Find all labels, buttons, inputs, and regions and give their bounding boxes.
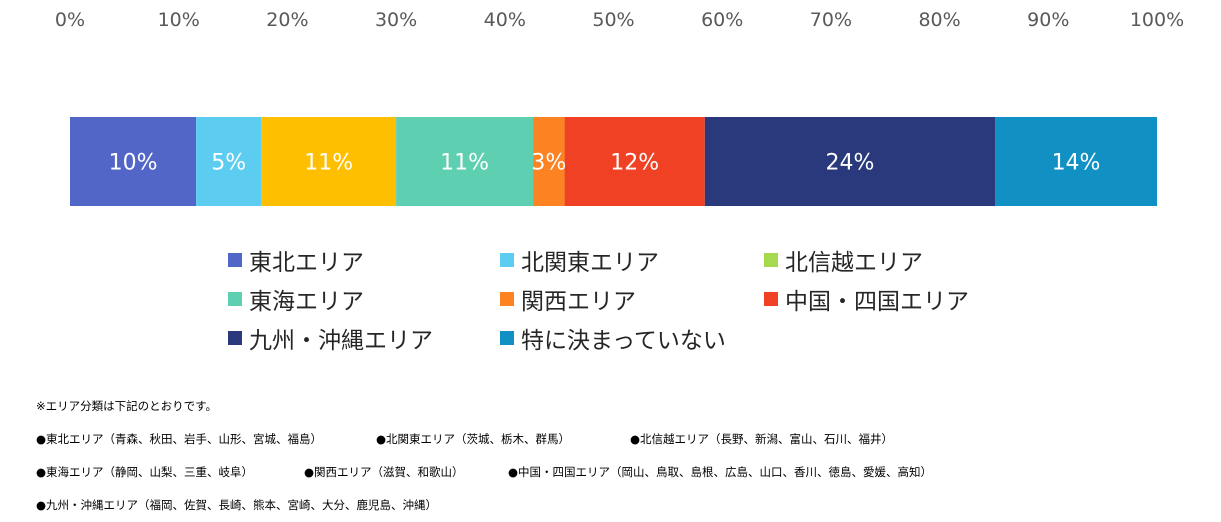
- legend-item: 北関東エリア: [500, 243, 659, 277]
- bar-segment: [564, 117, 705, 206]
- legend-item: 中国・四国エリア: [764, 282, 969, 316]
- legend-label: 北信越エリア: [785, 250, 923, 276]
- segment-value-label: 11%: [304, 151, 353, 176]
- x-tick-label: 40%: [484, 9, 526, 31]
- segment-value-label: 11%: [440, 151, 489, 176]
- legend-item: 東海エリア: [228, 282, 364, 316]
- legend-item: 九州・沖縄エリア: [228, 321, 433, 355]
- bar-segment: [533, 117, 565, 206]
- bar-segment: [196, 117, 262, 206]
- bar-segment: [995, 117, 1157, 206]
- note-hokushinetsu: ●北信越エリア（長野、新潟、富山、石川、福井）: [630, 432, 894, 446]
- x-tick-label: 60%: [701, 9, 743, 31]
- legend-label: 北関東エリア: [521, 250, 659, 276]
- bar-segments: [70, 117, 1157, 206]
- legend-label: 特に決まっていない: [521, 328, 726, 354]
- x-tick-label: 100%: [1130, 9, 1184, 31]
- legend-swatch: [228, 253, 242, 267]
- note-kitakanto: ●北関東エリア（茨城、栃木、群馬）: [376, 432, 571, 446]
- note-tohoku: ●東北エリア（青森、秋田、岩手、山形、宮城、福島）: [36, 432, 323, 446]
- segment-value-label: 12%: [610, 151, 659, 176]
- bar-segment: [396, 117, 534, 206]
- segment-value-label: 3%: [531, 151, 566, 176]
- legend-label: 関西エリア: [521, 289, 636, 315]
- legend-swatch: [500, 292, 514, 306]
- x-tick-label: 10%: [158, 9, 200, 31]
- segment-labels: 10% 5% 11% 11% 3% 12% 24% 14%: [109, 151, 1101, 176]
- segment-value-label: 10%: [109, 151, 158, 176]
- legend-label: 東海エリア: [249, 289, 364, 315]
- segment-value-label: 5%: [211, 151, 246, 176]
- legend-swatch: [500, 253, 514, 267]
- bar-segment: [704, 117, 996, 206]
- x-axis-ticks: 0% 10% 20% 30% 40% 50% 60% 70% 80% 90% 100%: [55, 9, 1184, 31]
- legend-label: 九州・沖縄エリア: [249, 328, 433, 354]
- legend-swatch: [764, 292, 778, 306]
- legend-item: 北信越エリア: [764, 243, 923, 277]
- x-tick-label: 0%: [55, 9, 85, 31]
- x-tick-label: 90%: [1027, 9, 1069, 31]
- legend-item: 東北エリア: [228, 243, 364, 277]
- bar-segment: [70, 117, 197, 206]
- segment-value-label: 14%: [1052, 151, 1101, 176]
- legend-swatch: [228, 292, 242, 306]
- legend-swatch: [228, 331, 242, 345]
- legend-item: 関西エリア: [500, 282, 636, 316]
- note-kansai: ●関西エリア（滋賀、和歌山）: [304, 465, 464, 479]
- legend-label: 東北エリア: [249, 250, 364, 276]
- note-kyushu-okinawa: ●九州・沖縄エリア（福岡、佐賀、長崎、熊本、宮崎、大分、鹿児島、沖縄）: [36, 498, 438, 512]
- x-tick-label: 20%: [266, 9, 308, 31]
- note-tokai: ●東海エリア（静岡、山梨、三重、岐阜）: [36, 465, 254, 479]
- segment-value-label: 24%: [825, 151, 874, 176]
- bar-segment: [261, 117, 397, 206]
- legend-item: 特に決まっていない: [500, 321, 726, 355]
- note-chugoku-shikoku: ●中国・四国エリア（岡山、鳥取、島根、広島、山口、香川、徳島、愛媛、高知）: [508, 465, 933, 479]
- legend-swatch: [500, 331, 514, 345]
- x-tick-label: 30%: [375, 9, 417, 31]
- x-tick-label: 80%: [918, 9, 960, 31]
- legend-swatch: [764, 253, 778, 267]
- stacked-bar-chart: 0% 10% 20% 30% 40% 50% 60% 70% 80% 90% 100% 10% 5% 1…: [55, 9, 1184, 206]
- notes-title: ※エリア分類は下記のとおりです。: [36, 399, 217, 413]
- legend-label: 中国・四国エリア: [785, 289, 969, 315]
- x-tick-label: 50%: [592, 9, 634, 31]
- x-tick-label: 70%: [810, 9, 852, 31]
